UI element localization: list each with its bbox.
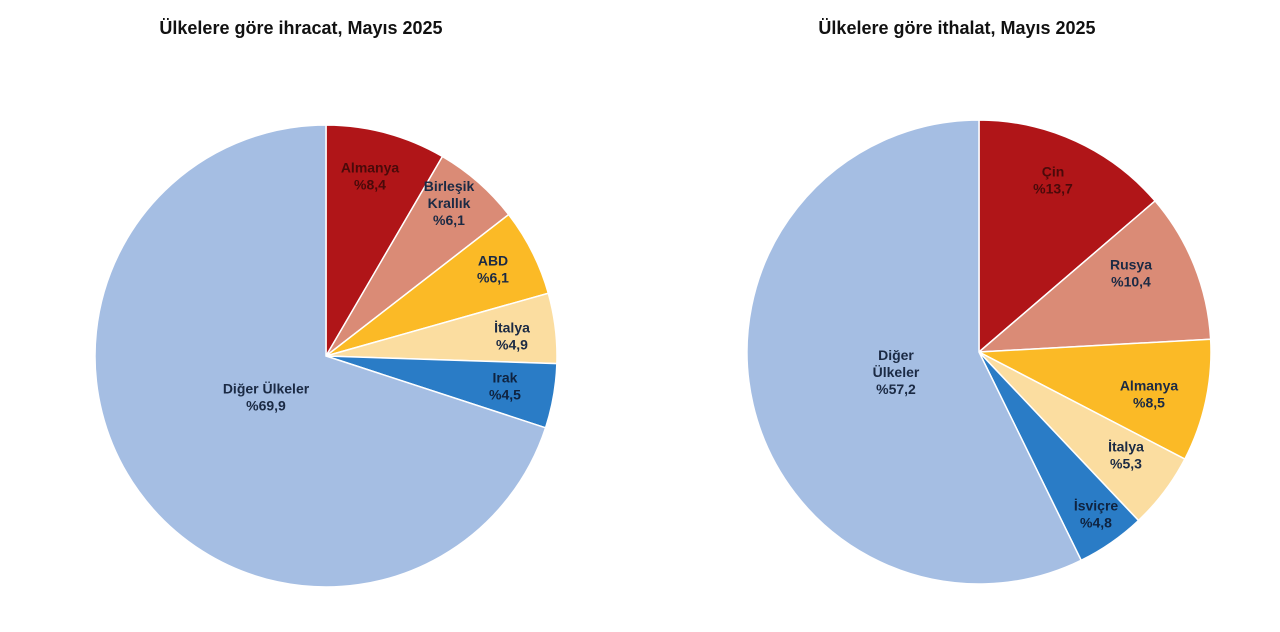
import-slice-almanya [976,338,1212,461]
export-chart-title: Ülkelere göre ihracat, Mayıs 2025 [159,18,443,38]
import-label-diger-ulkeler: Diğer Ülkeler %57,2 [873,347,920,397]
export-label-birlesik-krallik: Birleşik Krallık %6,1 [424,178,475,228]
import-label-almanya: Almanya %8,5 [1120,378,1179,411]
export-slice-diger-ulkeler [94,124,547,588]
export-label-abd: ABD %6,1 [477,253,509,286]
export-label-irak: Irak %4,5 [489,370,521,403]
import-label-isvicre: İsviçre %4,8 [1074,498,1119,531]
import-label-italya: İtalya %5,3 [1108,439,1144,472]
import-label-cin: Çin %13,7 [1033,164,1073,197]
import-pie-chart: Çin %13,7 Rusya %10,4 Almanya %8,5 İtalya %5,3 İ… [746,119,1212,585]
import-label-rusya: Rusya %10,4 [1110,257,1152,290]
import-chart-title: Ülkelere göre ithalat, Mayıs 2025 [818,18,1096,38]
export-label-almanya: Almanya %8,4 [341,160,400,193]
export-label-diger-ulkeler: Diğer Ülkeler %69,9 [223,381,310,414]
import-slice-rusya [976,199,1212,353]
import-slice-cin [978,119,1157,354]
export-slice-almanya [325,124,444,359]
export-label-italya: İtalya %4,9 [494,320,530,353]
import-slice-diger-ulkeler [746,119,1083,585]
